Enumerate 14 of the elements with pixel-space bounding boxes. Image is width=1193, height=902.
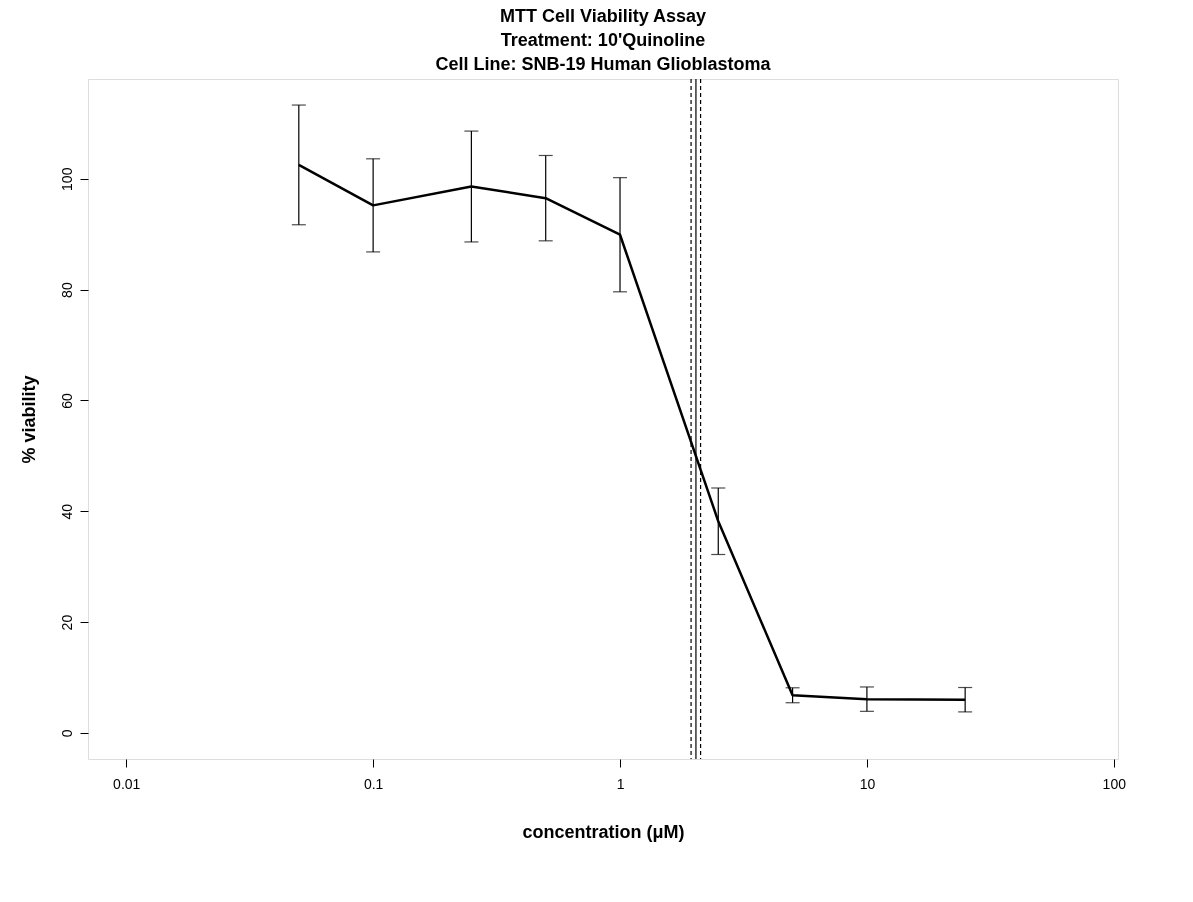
x-tick-label: 0.1 (363, 775, 384, 792)
y-tick-label: 40 (58, 503, 75, 520)
y-axis-title: % viability (18, 375, 39, 464)
x-axis-title: concentration (μM) (522, 821, 685, 842)
chart-title: MTT Cell Viability Assay Treatment: 10'Quinoline Cell Line: SNB-19 Human Glioblastoma (435, 6, 772, 75)
y-tick-label: 80 (58, 282, 75, 298)
x-tick-label: 0.01 (113, 775, 141, 792)
y-tick-label: 100 (58, 167, 75, 191)
x-tick-label: 100 (1102, 775, 1127, 792)
y-tick-label: 0 (58, 729, 75, 738)
x-tick-label: 1 (616, 775, 625, 792)
y-tick-label: 60 (58, 392, 75, 409)
y-tick-label: 20 (58, 614, 75, 631)
x-tick-label: 10 (859, 775, 876, 792)
